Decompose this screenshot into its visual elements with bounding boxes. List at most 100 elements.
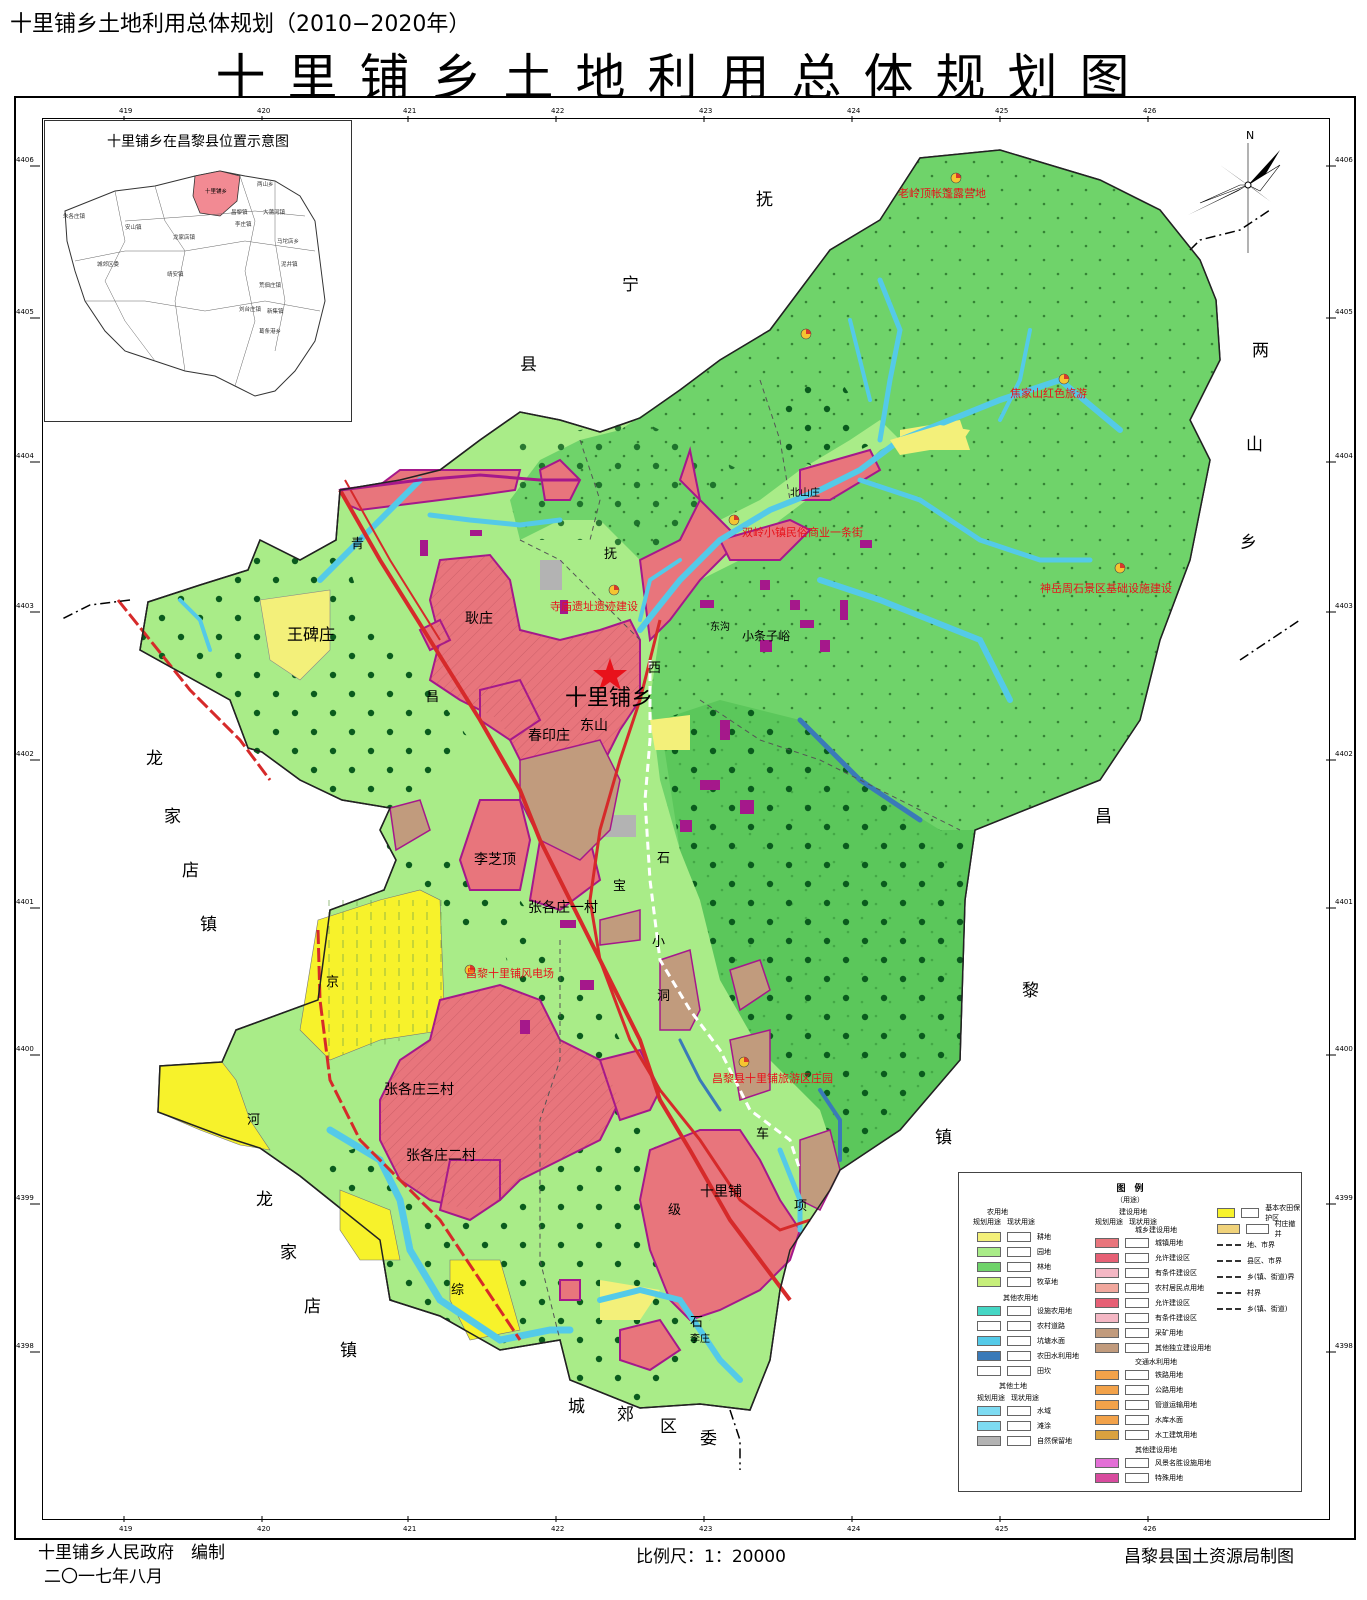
mining-land — [389, 739, 841, 1212]
legend-label: 乡(镇、街道)界 — [1247, 1273, 1295, 1281]
legend-swatch — [977, 1406, 1001, 1416]
legend-swatch-current — [1125, 1415, 1149, 1425]
project-marker-slice — [956, 173, 961, 178]
project-marker-slice — [806, 329, 811, 334]
legend-head-other-build: 其他建设用地 — [1135, 1446, 1177, 1454]
neighbor-label-char: 镇 — [200, 915, 217, 935]
grid-label-left: 4401 — [16, 898, 34, 906]
inset-highlight-label: 十里铺乡 — [205, 187, 227, 195]
legend-swatch — [1095, 1343, 1119, 1353]
legend-item-build: 允许建设区 — [1095, 1252, 1190, 1264]
road-label: 石 — [690, 1315, 703, 1330]
legend-swatch-current — [1125, 1268, 1149, 1278]
settlement-label: 春印庄 — [528, 727, 570, 744]
legend-swatch — [1217, 1276, 1241, 1278]
legend-label: 耕地 — [1037, 1233, 1051, 1241]
legend-label: 自然保留地 — [1037, 1437, 1072, 1445]
legend-swatch-current — [1007, 1306, 1031, 1316]
inset-town-label: 龙家店镇 — [173, 233, 196, 241]
footer-date: 二〇一七年八月 — [44, 1567, 163, 1587]
legend-item-other-farm: 农村道路 — [977, 1320, 1065, 1332]
legend-item-farm: 牧草地 — [977, 1276, 1058, 1288]
township-seat-star-icon — [593, 658, 627, 690]
neighbor-label-char: 县 — [520, 355, 537, 375]
settlement-label: 张各庄三村 — [384, 1081, 454, 1098]
settlement-label: 东山 — [580, 718, 608, 734]
legend-item-traffic: 公路用地 — [1095, 1384, 1183, 1396]
legend-swatch-current — [1241, 1208, 1260, 1218]
legend-swatch — [1217, 1292, 1241, 1294]
inset-town-label: 朱各庄镇 — [63, 212, 86, 220]
legend-label: 园地 — [1037, 1248, 1051, 1256]
legend-sub-other-current: 现状用途 — [1011, 1394, 1039, 1402]
legend-item-other-land: 水域 — [977, 1405, 1051, 1417]
legend-label: 农田水利用地 — [1037, 1352, 1079, 1360]
legend-swatch — [1095, 1253, 1119, 1263]
grid-label-bottom: 419 — [119, 1525, 132, 1533]
neighbor-label-char: 昌 — [1095, 807, 1112, 827]
grid-label-right: 4398 — [1335, 1342, 1353, 1350]
legend-head-build: 建设用地 — [1119, 1208, 1147, 1216]
legend-swatch — [977, 1262, 1001, 1272]
neighbor-label-char: 龙 — [146, 749, 163, 769]
road-label: 级 — [668, 1203, 681, 1218]
settlement-label: 王碑庄 — [287, 625, 335, 644]
legend-item-traffic: 管道运输用地 — [1095, 1399, 1197, 1411]
grid-label-bottom: 423 — [699, 1525, 712, 1533]
grid-label-right: 4404 — [1335, 452, 1353, 460]
neighbor-label-char: 城 — [568, 1397, 585, 1417]
legend-item-build: 采矿用地 — [1095, 1327, 1183, 1339]
legend-sub-other-planned: 规划用途 — [977, 1394, 1005, 1402]
legend-label: 农村居民点用地 — [1155, 1284, 1204, 1292]
inset-town-label: 刘台庄镇 — [239, 305, 262, 313]
legend: 图 例 （用途） 农用地 建设用地 规划用途 现状用途 规划用途 现状用途 耕地… — [958, 1172, 1302, 1492]
project-label: 昌黎县十里铺旅游区庄园 — [712, 1071, 833, 1085]
road-label: 项 — [794, 1199, 807, 1214]
settlement-label: 张各庄一村 — [528, 899, 598, 916]
legend-swatch — [1095, 1268, 1119, 1278]
legend-swatch — [1095, 1283, 1119, 1293]
project-label: 寺庙遗址遗迹建设 — [550, 599, 638, 613]
inset-town-label: 新集镇 — [267, 307, 284, 315]
grid-label-right: 4401 — [1335, 898, 1353, 906]
legend-label: 乡(镇、街道) — [1247, 1305, 1288, 1313]
legend-label: 铁路用地 — [1155, 1371, 1183, 1379]
footer-drawer: 昌黎县国土资源局制图 — [1124, 1547, 1294, 1567]
legend-swatch-current — [1125, 1238, 1149, 1248]
footer-compiler: 十里铺乡人民政府 编制 — [38, 1543, 225, 1563]
legend-item-other-farm: 农田水利用地 — [977, 1350, 1079, 1362]
grid-label-right: 4399 — [1335, 1194, 1353, 1202]
legend-swatch — [1217, 1260, 1241, 1262]
legend-swatch — [977, 1321, 1001, 1331]
legend-swatch — [1095, 1313, 1119, 1323]
legend-sub-planned: 规划用途 — [973, 1218, 1001, 1226]
inset-title: 十里铺乡在昌黎县位置示意图 — [107, 134, 289, 150]
legend-item-other-land: 自然保留地 — [977, 1435, 1072, 1447]
map-neatline — [42, 118, 1330, 1520]
legend-swatch-current — [1245, 1224, 1269, 1234]
legend-item-build: 农村居民点用地 — [1095, 1282, 1204, 1294]
legend-item-farm: 耕地 — [977, 1231, 1051, 1243]
settlement-label: 李庄 — [690, 1332, 710, 1345]
grid-label-right: 4400 — [1335, 1045, 1353, 1053]
project-label: 双岭小镇民俗商业一条街 — [742, 525, 863, 539]
road-label: 洞 — [657, 989, 670, 1004]
legend-swatch — [977, 1436, 1001, 1446]
legend-label: 林地 — [1037, 1263, 1051, 1271]
legend-label: 城镇用地 — [1155, 1239, 1183, 1247]
road-label: 小 — [652, 935, 665, 950]
grid-label-right: 4406 — [1335, 156, 1353, 164]
legend-label: 公路用地 — [1155, 1386, 1183, 1394]
legend-label: 县区、市界 — [1247, 1257, 1282, 1265]
legend-label: 有条件建设区 — [1155, 1269, 1197, 1277]
road-label: 河 — [247, 1113, 260, 1128]
road-label: 宝 — [613, 879, 626, 894]
legend-head-other-farm: 其他农用地 — [1003, 1294, 1038, 1302]
grid-label-top: 426 — [1143, 107, 1157, 115]
road-label: 青 — [351, 537, 364, 552]
grid-label-left: 4402 — [16, 750, 34, 758]
neighbor-label-char: 黎 — [1022, 981, 1039, 1001]
grid-label-bottom: 424 — [847, 1525, 861, 1533]
legend-swatch — [1095, 1238, 1119, 1248]
